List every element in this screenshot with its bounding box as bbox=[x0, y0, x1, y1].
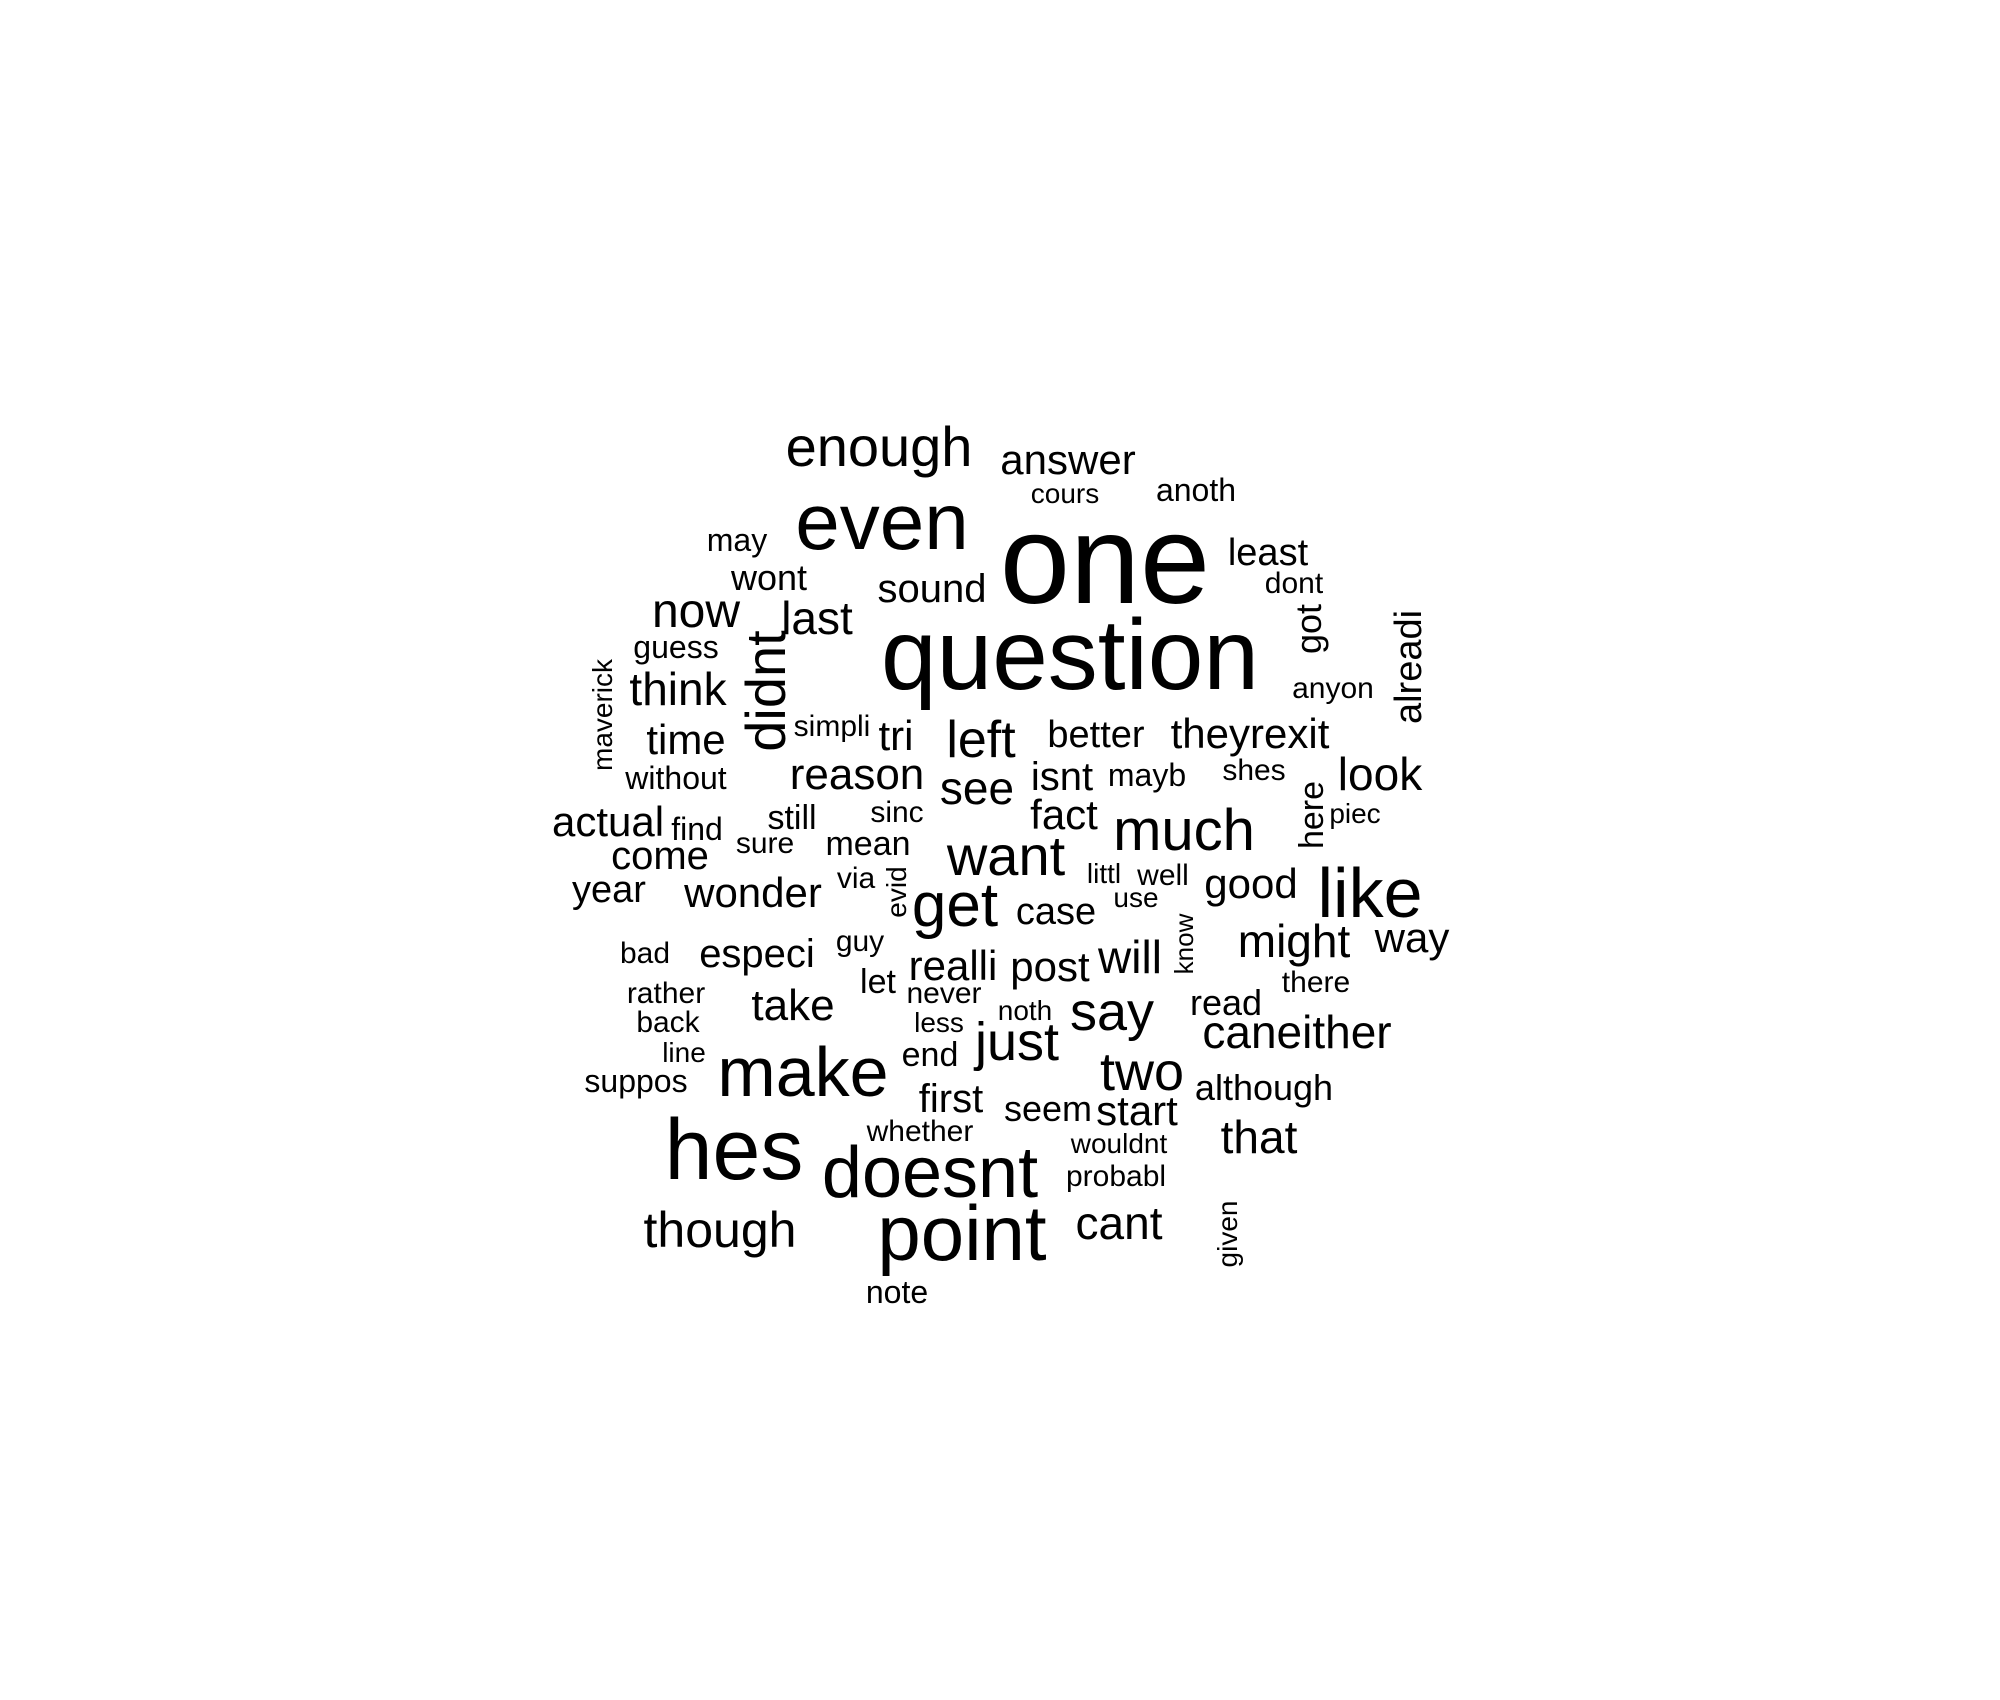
cloud-word: wont bbox=[730, 557, 808, 598]
cloud-word: question bbox=[880, 599, 1260, 711]
cloud-word: via bbox=[836, 862, 876, 895]
cloud-word: littl bbox=[1086, 858, 1122, 889]
cloud-word: see bbox=[939, 762, 1015, 814]
cloud-word: theyrexit bbox=[1170, 710, 1330, 757]
cloud-word: will bbox=[1098, 931, 1162, 983]
cloud-word: realli bbox=[908, 942, 998, 989]
cloud-word: anyon bbox=[1292, 672, 1374, 705]
cloud-word: two bbox=[1099, 1042, 1185, 1102]
cloud-word: seem bbox=[1003, 1088, 1093, 1129]
cloud-word: rather bbox=[626, 977, 706, 1010]
cloud-word: that bbox=[1220, 1111, 1298, 1163]
cloud-word: caneither bbox=[1202, 1006, 1392, 1058]
cloud-word: think bbox=[629, 663, 727, 715]
cloud-word: here bbox=[1293, 780, 1331, 850]
cloud-word: got bbox=[1288, 603, 1329, 655]
cloud-word: guy bbox=[835, 925, 885, 958]
cloud-word: whether bbox=[866, 1115, 974, 1148]
cloud-word: post bbox=[1010, 943, 1090, 990]
cloud-word: back bbox=[636, 1006, 700, 1039]
cloud-word: wonder bbox=[684, 869, 822, 916]
cloud-word: note bbox=[865, 1274, 929, 1310]
cloud-word: first bbox=[918, 1077, 984, 1121]
cloud-word: time bbox=[646, 716, 726, 763]
cloud-word: simpli bbox=[793, 710, 871, 743]
cloud-word: noth bbox=[997, 995, 1053, 1026]
cloud-word: cant bbox=[1075, 1197, 1163, 1249]
cloud-word: want bbox=[946, 824, 1066, 887]
cloud-word: least bbox=[1227, 532, 1309, 574]
cloud-word: make bbox=[717, 1033, 889, 1111]
cloud-word: actual bbox=[551, 798, 665, 845]
cloud-word: last bbox=[781, 592, 853, 644]
cloud-word: better bbox=[1047, 714, 1145, 756]
cloud-word: fact bbox=[1030, 791, 1098, 838]
cloud-word: anoth bbox=[1155, 472, 1237, 508]
cloud-word: may bbox=[706, 522, 768, 558]
cloud-word: enough bbox=[785, 415, 973, 478]
cloud-word: without bbox=[625, 760, 727, 796]
cloud-word: left bbox=[946, 711, 1016, 769]
cloud-word: doesnt bbox=[821, 1133, 1039, 1213]
cloud-word: bad bbox=[619, 937, 671, 970]
cloud-word: never bbox=[906, 977, 982, 1010]
cloud-word: line bbox=[662, 1037, 706, 1068]
cloud-word: get bbox=[911, 871, 999, 940]
cloud-word: dont bbox=[1264, 567, 1324, 600]
cloud-word: less bbox=[914, 1007, 964, 1038]
cloud-word: shes bbox=[1222, 754, 1286, 787]
cloud-word: case bbox=[1015, 891, 1097, 933]
cloud-word: alreadi bbox=[1388, 609, 1430, 725]
cloud-word: read bbox=[1189, 982, 1263, 1023]
cloud-word: reason bbox=[789, 750, 925, 799]
cloud-word: probabl bbox=[1065, 1160, 1167, 1193]
cloud-word: although bbox=[1194, 1067, 1334, 1108]
cloud-word: now bbox=[651, 585, 741, 638]
cloud-word: though bbox=[643, 1202, 797, 1258]
cloud-word: look bbox=[1337, 748, 1423, 800]
cloud-word: even bbox=[795, 477, 969, 566]
cloud-word: sinc bbox=[870, 796, 924, 829]
cloud-word: point bbox=[877, 1189, 1047, 1277]
cloud-word: sure bbox=[735, 827, 795, 860]
cloud-word: sound bbox=[877, 567, 987, 611]
cloud-word: know bbox=[1169, 913, 1199, 975]
cloud-word: let bbox=[860, 963, 896, 1001]
cloud-word: piec bbox=[1329, 798, 1381, 829]
cloud-word: come bbox=[611, 834, 709, 878]
cloud-word: didnt bbox=[734, 630, 797, 752]
cloud-word: tri bbox=[878, 712, 914, 759]
cloud-word: well bbox=[1137, 859, 1189, 892]
cloud-word: especi bbox=[699, 932, 815, 976]
cloud-word: find bbox=[671, 811, 723, 847]
cloud-word: still bbox=[767, 799, 817, 837]
cloud-word: mean bbox=[825, 825, 911, 863]
cloud-word: take bbox=[751, 981, 835, 1030]
cloud-word: use bbox=[1113, 882, 1159, 913]
cloud-word: way bbox=[1374, 914, 1450, 961]
cloud-word: say bbox=[1069, 982, 1155, 1042]
cloud-word: maverick bbox=[587, 658, 618, 772]
cloud-word: start bbox=[1096, 1087, 1178, 1134]
cloud-word: suppos bbox=[584, 1063, 688, 1099]
cloud-word: hes bbox=[664, 1102, 804, 1198]
cloud-word: there bbox=[1281, 966, 1351, 999]
cloud-word: just bbox=[974, 1012, 1060, 1072]
cloud-word: much bbox=[1113, 798, 1255, 863]
cloud-word: good bbox=[1204, 860, 1298, 907]
cloud-word: like bbox=[1317, 854, 1423, 932]
cloud-word: evid bbox=[881, 866, 912, 918]
cloud-word: answer bbox=[1000, 436, 1136, 483]
cloud-word: year bbox=[572, 869, 646, 911]
cloud-word: might bbox=[1237, 915, 1351, 967]
cloud-word: given bbox=[1212, 1200, 1243, 1268]
cloud-word: wouldnt bbox=[1070, 1128, 1168, 1159]
cloud-word: one bbox=[999, 489, 1211, 630]
cloud-word: cours bbox=[1030, 478, 1100, 509]
cloud-word: mayb bbox=[1107, 757, 1187, 793]
cloud-word: end bbox=[901, 1036, 959, 1074]
cloud-word: isnt bbox=[1030, 755, 1094, 799]
cloud-word: guess bbox=[633, 629, 719, 665]
